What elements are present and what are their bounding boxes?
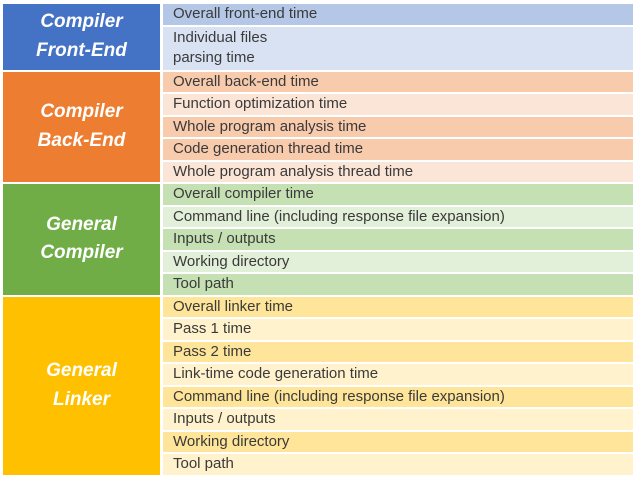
row-label: Overall compiler time [173,185,314,202]
section-compiler-front-end: Compiler Front-End Overall front-end time I… [3,4,633,72]
row-label: Code generation thread time [173,140,364,157]
section-label-line: Compiler [40,11,123,33]
section-label-line: Front-End [36,39,127,61]
table-row: Inputs / outputs [163,229,633,250]
table-row: Individual files parsing time [163,26,633,70]
row-label: Command line (including response file ex… [173,207,505,225]
row-label: Command line (including response file ex… [173,387,505,405]
table-row: Whole program analysis thread time [163,161,633,182]
section-label-line: Linker [52,388,111,410]
section-rows: Overall linker time Pass 1 time Pass 2 tim… [163,296,633,477]
row-label: Link-time code generation time [173,365,379,382]
row-label: Overall back-end time [173,72,319,90]
row-label: Pass 1 time [173,320,252,337]
section-compiler-back-end: Compiler Back-End Overall back-end time Fun… [3,71,633,185]
row-label: Whole program analysis thread time [173,162,414,180]
row-label: Inputs / outputs [173,230,276,247]
row-label: Overall linker time [173,297,294,315]
section-label-line: General [46,213,117,235]
table-row: Pass 2 time [163,341,633,362]
section-header-general-compiler: General Compiler [3,184,160,295]
table-row: Command line (including response file ex… [163,206,633,227]
table-row: Tool path [163,274,633,295]
row-label: parsing time [173,49,255,66]
section-header-compiler-back-end: Compiler Back-End [3,71,160,182]
table-row: Whole program analysis time [163,116,633,137]
table-row: Overall linker time [163,296,633,317]
section-header-general-linker: General Linker [3,296,160,475]
table-row: Overall compiler time [163,184,633,205]
table-row: Working directory [163,251,633,272]
row-label: Working directory [173,252,290,270]
section-general-linker: General Linker Overall linker time Pass 1 t… [3,296,633,477]
section-label-line: Compiler [40,242,123,264]
row-label: Function optimization time [173,95,348,112]
table-row: Command line (including response file ex… [163,386,633,407]
table-row: Pass 1 time [163,319,633,340]
section-label-line: General [46,360,117,381]
table-row: Code generation thread time [163,139,633,160]
row-label: Pass 2 time [173,342,252,360]
section-header-compiler-front-end: Compiler Front-End [3,4,160,70]
row-label: Working directory [173,432,290,450]
table-row: Tool path [163,454,633,475]
table-row: Link-time code generation time [163,364,633,385]
row-label: Individual files [173,28,268,46]
row-label: Tool path [173,275,234,292]
section-rows: Overall front-end time Individual files pa… [163,4,633,72]
table-row: Overall back-end time [163,71,633,92]
section-general-compiler: General Compiler Overall compiler time Comm… [3,184,633,297]
row-label: Inputs / outputs [173,410,276,427]
section-label-line: Back-End [37,129,126,151]
section-rows: Overall compiler time Command line (inclu… [163,184,633,297]
table-row: Working directory [163,431,633,452]
table-row: Function optimization time [163,94,633,115]
row-label: Overall front-end time [173,5,318,22]
section-rows: Overall back-end time Function optimizati… [163,71,633,185]
table-row: Inputs / outputs [163,409,633,430]
row-label: Tool path [173,455,234,472]
section-label-line: Compiler [40,101,123,123]
row-label: Whole program analysis time [173,117,367,135]
table-row: Overall front-end time [163,4,633,25]
